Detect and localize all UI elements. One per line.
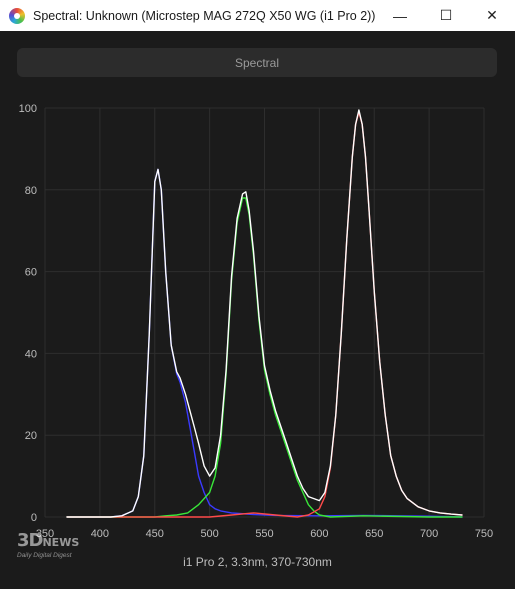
x-tick-label: 750 xyxy=(475,528,493,540)
x-tick-label: 450 xyxy=(146,528,164,540)
close-button[interactable]: ✕ xyxy=(486,7,498,23)
y-tick-label: 40 xyxy=(25,348,37,360)
watermark-logo: 3DNEWS Daily Digital Digest xyxy=(17,532,107,566)
tab-spectral[interactable]: Spectral xyxy=(17,48,497,77)
y-tick-label: 20 xyxy=(25,430,37,442)
watermark-sub: Daily Digital Digest xyxy=(17,552,72,559)
minimize-button[interactable]: — xyxy=(393,7,407,24)
watermark-main: 3D xyxy=(17,530,43,551)
chart-caption: i1 Pro 2, 3.3nm, 370-730nm xyxy=(183,555,332,569)
spectral-chart: 350 400 450 500 550 600 650 700 750 0 20 40 60 80 100 xyxy=(19,103,494,540)
x-tick-label: 400 xyxy=(91,528,109,540)
y-tick-label: 80 xyxy=(25,185,37,197)
x-tick-label: 600 xyxy=(310,528,328,540)
y-tick-label: 100 xyxy=(19,103,37,115)
x-tick-label: 500 xyxy=(200,528,218,540)
title-bar: Spectral: Unknown (Microstep MAG 272Q X5… xyxy=(0,0,515,32)
window-controls: — ☐ ✕ xyxy=(377,0,515,31)
y-tick-label: 0 xyxy=(31,512,37,524)
y-tick-label: 60 xyxy=(25,267,37,279)
x-tick-label: 550 xyxy=(255,528,273,540)
maximize-button[interactable]: ☐ xyxy=(439,7,453,23)
x-tick-label: 350 xyxy=(36,528,54,540)
x-tick-label: 700 xyxy=(420,528,438,540)
x-tick-label: 650 xyxy=(365,528,383,540)
watermark-news: NEWS xyxy=(42,536,80,549)
series-line-total xyxy=(66,109,463,518)
window-title: Spectral: Unknown (Microstep MAG 272Q X5… xyxy=(33,8,376,23)
app-logo-icon xyxy=(9,7,25,24)
